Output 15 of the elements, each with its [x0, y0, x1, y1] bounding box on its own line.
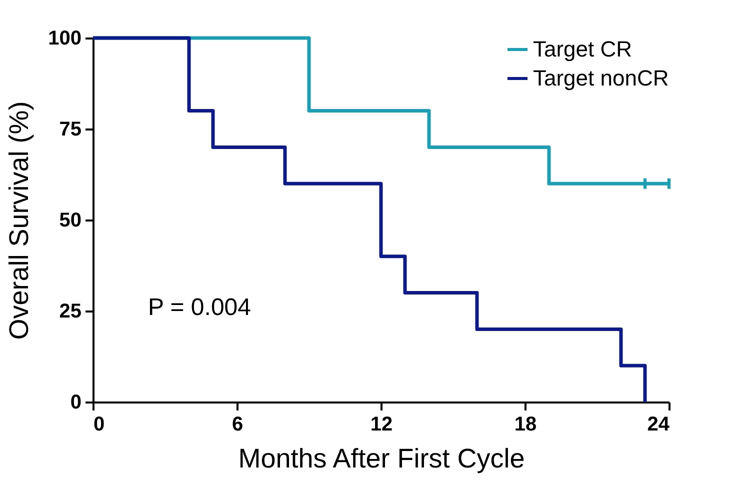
legend-label: Target nonCR [533, 66, 669, 90]
x-tick-label: 0 [94, 414, 105, 436]
x-tick-label: 6 [232, 414, 244, 436]
y-tick-label: 50 [59, 210, 82, 232]
legend-label: Target CR [533, 36, 632, 62]
x-tick-label: 24 [647, 414, 670, 436]
y-tick-label: 100 [48, 28, 82, 50]
y-tick-label: 75 [59, 118, 82, 140]
y-axis-title: Overall Survival (%) [4, 101, 34, 340]
y-tick-label: 25 [59, 300, 82, 322]
x-tick-label: 12 [370, 414, 393, 436]
y-tick-label: 0 [70, 392, 82, 414]
x-axis-title: Months After First Cycle [238, 444, 525, 474]
x-tick-label: 18 [514, 414, 537, 436]
annotation: P = 0.004 [148, 294, 251, 321]
